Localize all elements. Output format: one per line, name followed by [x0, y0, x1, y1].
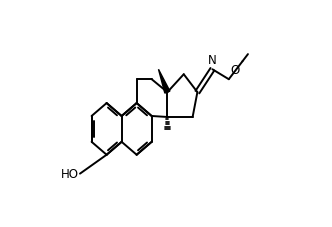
- Text: O: O: [230, 64, 239, 77]
- Text: HO: HO: [61, 167, 79, 180]
- Polygon shape: [158, 70, 170, 94]
- Text: N: N: [208, 54, 217, 67]
